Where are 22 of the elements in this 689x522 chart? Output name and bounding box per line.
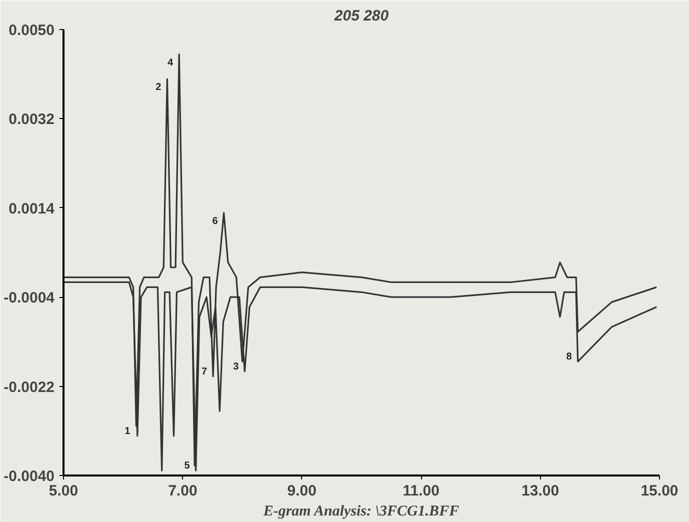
chart-title: 205 280 bbox=[333, 8, 390, 24]
x-tick-label: 11.00 bbox=[402, 482, 440, 500]
y-tick-label: -0.0022 bbox=[4, 378, 54, 396]
x-tick-label: 9.00 bbox=[287, 482, 317, 500]
x-tick-label: 13.00 bbox=[522, 482, 560, 500]
y-tick-label: 0.0050 bbox=[8, 22, 55, 39]
annotation: 2 bbox=[156, 82, 162, 94]
annotation: 6 bbox=[212, 216, 218, 227]
x-tick-label: 15.00 bbox=[640, 482, 678, 500]
annotation: 4 bbox=[168, 57, 174, 68]
y-tick-label: 0.0032 bbox=[8, 111, 55, 128]
y-tick-label: -0.0040 bbox=[4, 468, 54, 485]
annotation: 3 bbox=[233, 361, 240, 372]
x-tick-label: 5.00 bbox=[48, 482, 78, 500]
annotation: 7 bbox=[202, 366, 208, 378]
x-axis-title: E-gram Analysis: \3FCG1.BFF bbox=[262, 504, 460, 520]
annotation: 5 bbox=[184, 460, 190, 472]
y-tick-label: 0.0014 bbox=[8, 200, 56, 218]
annotation: 1 bbox=[124, 426, 131, 437]
y-tick-label: -0.0004 bbox=[4, 290, 56, 307]
annotation: 8 bbox=[566, 352, 572, 363]
x-tick-label: 7.00 bbox=[168, 482, 198, 500]
